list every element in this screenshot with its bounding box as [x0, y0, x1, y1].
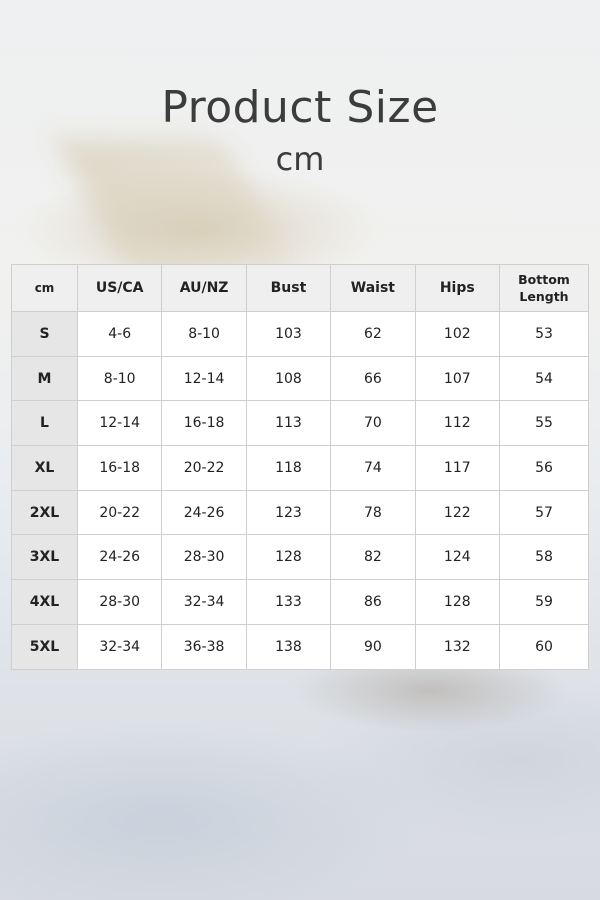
table-cell: 82	[330, 534, 416, 581]
table-cell: 122	[414, 489, 501, 536]
table-row: 3XL 24-26 28-30 128 82 124 58	[11, 534, 589, 581]
table-cell: 16-18	[161, 400, 247, 447]
table-cell: 133	[245, 579, 332, 625]
size-label: 3XL	[11, 534, 78, 581]
unit-subtitle: cm	[275, 140, 325, 178]
table-cell: 56	[499, 445, 589, 491]
table-cell: 66	[330, 355, 416, 402]
table-cell: 74	[330, 445, 416, 491]
table-cell: 57	[499, 489, 589, 536]
table-cell: 128	[245, 534, 332, 581]
column-header: Hips	[414, 264, 501, 312]
size-label: L	[11, 400, 78, 447]
table-cell: 8-10	[161, 311, 247, 357]
table-cell: 132	[414, 623, 501, 670]
table-cell: 24-26	[161, 489, 247, 536]
table-cell: 70	[330, 400, 416, 447]
size-label: 4XL	[11, 579, 78, 625]
column-header: Bottom Length	[499, 264, 589, 312]
page-title: Product Size	[161, 82, 439, 133]
table-cell: 32-34	[76, 623, 163, 670]
table-cell: 58	[499, 534, 589, 581]
size-label: 2XL	[11, 489, 78, 536]
header-row: cm US/CA AU/NZ Bust Waist Hips Bottom Length	[11, 264, 589, 312]
column-header: US/CA	[76, 264, 163, 312]
column-header: Waist	[330, 264, 416, 312]
table-cell: 36-38	[161, 623, 247, 670]
size-label: XL	[11, 445, 78, 491]
table-cell: 59	[499, 579, 589, 625]
table-row: XL 16-18 20-22 118 74 117 56	[11, 445, 589, 491]
table-row: 4XL 28-30 32-34 133 86 128 59	[11, 579, 589, 625]
table-cell: 28-30	[161, 534, 247, 581]
table-cell: 54	[499, 355, 589, 402]
table-cell: 78	[330, 489, 416, 536]
size-chart-table: cm US/CA AU/NZ Bust Waist Hips Bottom Length S…	[11, 264, 589, 670]
table-cell: 118	[245, 445, 332, 491]
table-cell: 86	[330, 579, 416, 625]
table-cell: 28-30	[76, 579, 163, 625]
column-header: Bust	[245, 264, 332, 312]
table-cell: 12-14	[76, 400, 163, 447]
table-cell: 123	[245, 489, 332, 536]
table-cell: 117	[414, 445, 501, 491]
table-cell: 16-18	[76, 445, 163, 491]
table-cell: 138	[245, 623, 332, 670]
table-cell: 103	[245, 311, 332, 357]
table-cell: 55	[499, 400, 589, 447]
table-cell: 20-22	[76, 489, 163, 536]
table-cell: 53	[499, 311, 589, 357]
column-header: cm	[11, 264, 78, 312]
table-cell: 60	[499, 623, 589, 670]
size-label: M	[11, 355, 78, 402]
table-cell: 8-10	[76, 355, 163, 402]
table-cell: 24-26	[76, 534, 163, 581]
table-row: S 4-6 8-10 103 62 102 53	[11, 311, 589, 357]
table-cell: 62	[330, 311, 416, 357]
table-cell: 12-14	[161, 355, 247, 402]
size-label: 5XL	[11, 623, 78, 670]
table-cell: 124	[414, 534, 501, 581]
table-cell: 32-34	[161, 579, 247, 625]
table-cell: 108	[245, 355, 332, 402]
table-row: M 8-10 12-14 108 66 107 54	[11, 355, 589, 402]
table-cell: 128	[414, 579, 501, 625]
table-row: 5XL 32-34 36-38 138 90 132 60	[11, 623, 589, 670]
table-row: 2XL 20-22 24-26 123 78 122 57	[11, 489, 589, 536]
size-label: S	[11, 311, 78, 357]
table-cell: 112	[414, 400, 501, 447]
table-cell: 113	[245, 400, 332, 447]
table-cell: 90	[330, 623, 416, 670]
table-cell: 107	[414, 355, 501, 402]
table-cell: 20-22	[161, 445, 247, 491]
table-row: L 12-14 16-18 113 70 112 55	[11, 400, 589, 447]
table-cell: 102	[414, 311, 501, 357]
column-header: AU/NZ	[161, 264, 247, 312]
table-cell: 4-6	[76, 311, 163, 357]
